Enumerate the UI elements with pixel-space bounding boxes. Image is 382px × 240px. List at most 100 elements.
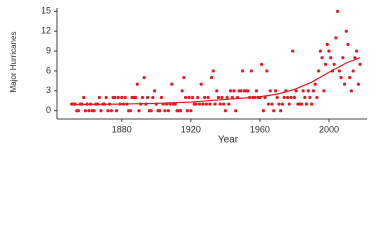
- point: [99, 109, 103, 113]
- point: [185, 109, 189, 113]
- point: [218, 102, 222, 106]
- point: [234, 109, 238, 113]
- point: [208, 102, 212, 106]
- point: [241, 69, 245, 73]
- point: [249, 69, 253, 73]
- point: [204, 102, 208, 106]
- point: [329, 56, 333, 60]
- point: [133, 95, 138, 100]
- x-tick-label: 1960: [250, 124, 270, 134]
- point: [222, 102, 226, 106]
- y-axis-label: Major Hurricanes: [9, 32, 18, 93]
- point: [184, 95, 188, 100]
- point: [83, 109, 88, 113]
- x-axis-label: Year: [218, 135, 239, 146]
- point: [339, 75, 343, 80]
- point: [292, 95, 297, 100]
- point: [120, 95, 124, 100]
- point: [201, 102, 205, 106]
- point: [116, 95, 120, 100]
- point: [194, 102, 198, 106]
- point: [341, 56, 345, 60]
- point: [355, 49, 359, 53]
- point: [346, 42, 350, 47]
- point: [323, 62, 328, 66]
- y-tick-label: 12: [41, 26, 51, 36]
- point: [277, 102, 281, 106]
- point: [113, 95, 117, 100]
- y-tick-label: 0: [46, 105, 51, 115]
- point: [106, 109, 110, 113]
- point: [197, 102, 202, 106]
- point: [114, 109, 119, 113]
- point: [239, 89, 243, 93]
- point: [294, 89, 298, 93]
- point: [211, 69, 215, 73]
- point: [135, 82, 139, 86]
- point: [313, 82, 317, 86]
- point: [332, 62, 336, 66]
- point: [190, 95, 195, 100]
- point: [270, 102, 274, 106]
- y-tick-label: 6: [46, 65, 51, 75]
- trend-line: [71, 57, 361, 106]
- point: [109, 109, 113, 113]
- point: [189, 109, 193, 113]
- point: [311, 89, 316, 93]
- point: [285, 95, 290, 100]
- point: [282, 95, 286, 100]
- point: [348, 75, 352, 80]
- point: [279, 109, 283, 113]
- point: [299, 102, 303, 106]
- point: [151, 95, 155, 100]
- point: [322, 89, 326, 93]
- point: [180, 89, 184, 93]
- point: [280, 102, 284, 106]
- point: [82, 95, 86, 100]
- chart: Year Major Hurricanes 0 3 6 9 12 15 1880 1920 19…: [9, 6, 367, 146]
- point: [149, 109, 153, 113]
- point: [170, 82, 174, 86]
- point: [317, 69, 321, 73]
- point: [97, 95, 101, 100]
- point: [303, 95, 307, 100]
- point: [199, 82, 203, 86]
- point: [315, 95, 319, 100]
- point: [304, 102, 309, 106]
- point: [342, 82, 347, 86]
- point: [166, 109, 170, 113]
- point: [159, 95, 164, 100]
- point: [178, 109, 183, 113]
- point: [227, 102, 231, 106]
- point: [265, 69, 269, 73]
- point: [320, 56, 324, 60]
- point: [203, 95, 207, 100]
- point: [301, 89, 305, 93]
- point: [273, 89, 278, 93]
- point: [291, 49, 295, 53]
- point: [351, 69, 355, 73]
- point: [152, 89, 157, 93]
- point: [213, 102, 217, 106]
- point: [146, 95, 150, 100]
- point: [216, 95, 221, 100]
- point: [92, 109, 96, 113]
- point: [306, 89, 310, 93]
- x-tick-label: 1920: [181, 124, 201, 134]
- point: [344, 29, 348, 33]
- point: [272, 109, 276, 113]
- point: [275, 95, 279, 100]
- point: [349, 89, 354, 93]
- point: [325, 42, 329, 47]
- point: [158, 109, 162, 113]
- point: [260, 62, 264, 66]
- point: [232, 89, 236, 93]
- point: [310, 102, 314, 106]
- point: [128, 109, 132, 113]
- point: [215, 89, 219, 93]
- point: [318, 49, 322, 53]
- point: [163, 109, 167, 113]
- point: [104, 95, 108, 100]
- point: [308, 95, 312, 100]
- x-tick-label: 2000: [319, 124, 339, 134]
